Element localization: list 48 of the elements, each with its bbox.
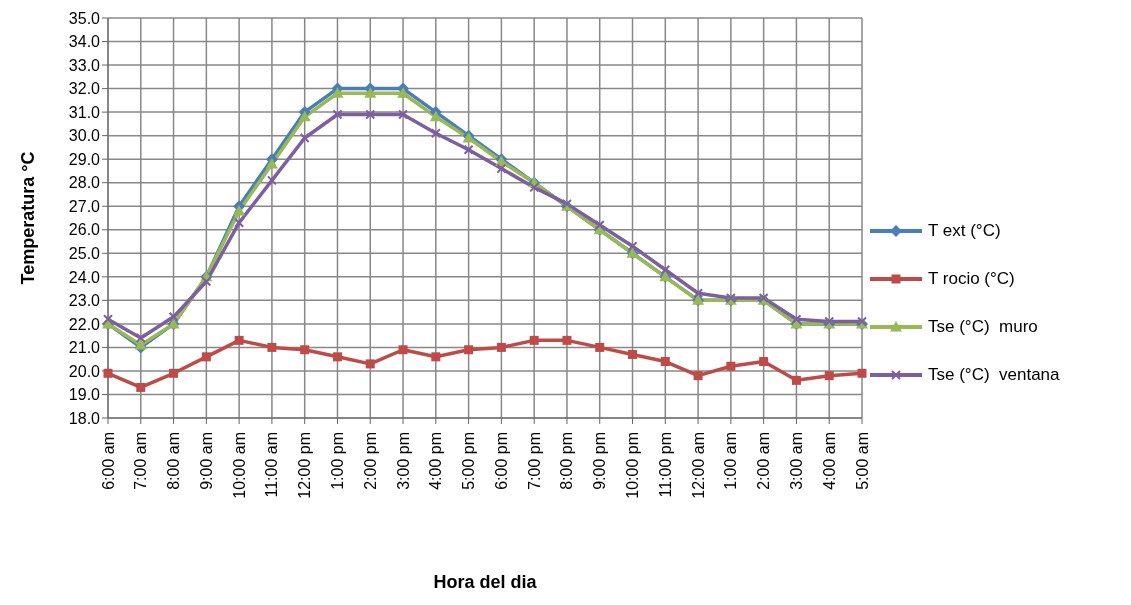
- x-tick-label: 6:00 am: [99, 432, 117, 490]
- x-tick-label: 12:00 pm: [296, 432, 314, 499]
- y-tick-label: 35.0: [68, 9, 101, 27]
- x-tick-label: 1:00 pm: [328, 432, 346, 490]
- y-tick-label: 20.0: [68, 362, 101, 380]
- y-tick-label: 28.0: [68, 174, 101, 192]
- y-tick-label: 34.0: [68, 33, 101, 51]
- y-tick-label: 30.0: [68, 127, 101, 145]
- x-tick-label: 4:00 pm: [427, 432, 445, 490]
- x-tick-label: 12:00 am: [689, 432, 707, 499]
- y-tick-label: 25.0: [68, 244, 101, 262]
- x-tick-label: 3:00 pm: [394, 432, 412, 490]
- y-tick-label: 22.0: [68, 315, 101, 333]
- x-tick-label: 9:00 am: [197, 432, 215, 490]
- x-tick-label: 8:00 am: [165, 432, 183, 490]
- x-tick-label: 11:00 am: [263, 432, 281, 498]
- y-tick-label: 31.0: [68, 103, 101, 121]
- x-tick-label: 9:00 pm: [591, 432, 609, 490]
- x-tick-label: 11:00 pm: [656, 432, 674, 498]
- x-tick-label: 5:00 am: [853, 432, 871, 490]
- x-tick-label: 7:00 am: [132, 432, 150, 490]
- legend-label: T ext (°C): [928, 221, 1001, 241]
- x-tick-label: 6:00 pm: [492, 432, 510, 490]
- x-tick-label: 10:00 pm: [624, 432, 642, 499]
- x-tick-label: 2:00 pm: [361, 432, 379, 490]
- y-tick-label: 23.0: [68, 292, 101, 310]
- y-tick-label: 26.0: [68, 221, 101, 239]
- x-tick-label: 2:00 am: [755, 432, 773, 490]
- legend-label: Tse (°C) muro: [928, 317, 1038, 337]
- x-tick-label: 10:00 am: [230, 432, 248, 499]
- y-tick-label: 27.0: [68, 197, 101, 215]
- y-tick-label: 18.0: [68, 409, 101, 427]
- x-tick-label: 1:00 am: [722, 432, 740, 490]
- y-tick-label: 19.0: [68, 386, 101, 404]
- y-tick-label: 24.0: [68, 268, 101, 286]
- legend-label: Tse (°C) ventana: [928, 365, 1060, 385]
- y-tick-label: 32.0: [68, 80, 101, 98]
- x-tick-label: 5:00 pm: [460, 432, 478, 490]
- y-tick-label: 33.0: [68, 56, 101, 74]
- x-tick-label: 4:00 am: [820, 432, 838, 490]
- legend-label: T rocio (°C): [928, 269, 1015, 289]
- y-tick-label: 21.0: [68, 339, 101, 357]
- x-tick-label: 8:00 pm: [558, 432, 576, 490]
- y-axis-title: Temperatura °C: [18, 151, 39, 285]
- x-axis-title: Hora del dia: [433, 572, 538, 592]
- y-tick-label: 29.0: [68, 150, 101, 168]
- x-tick-label: 7:00 pm: [525, 432, 543, 490]
- x-tick-label: 3:00 am: [787, 432, 805, 490]
